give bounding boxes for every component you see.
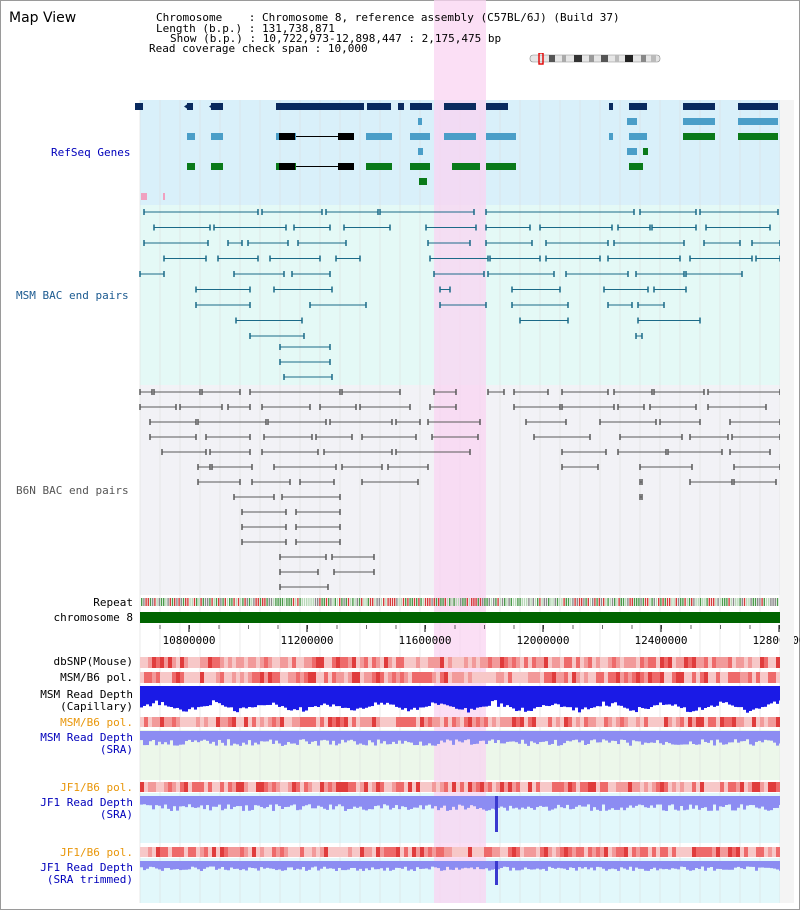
msm-b6-pol-label: MSM/B6 pol. [60,671,133,684]
jf1-b6-pol-heat [140,782,780,792]
gene-arrow-icon [184,103,189,110]
refseq-transcript [629,103,647,110]
length-value: 131,738,871 [261,22,335,35]
dbsnp-label: dbSNP(Mouse) [53,655,133,668]
axis-tick-label: 12400000 [635,634,688,647]
chromosome-ideogram[interactable] [529,53,662,65]
gene-feature [338,163,354,170]
refseq-transcript [486,133,516,140]
jf1-b6-pol-label: JF1/B6 pol. [60,781,133,794]
repeat-track[interactable] [141,598,779,606]
refseq-transcript [444,133,476,140]
refseq-transcript [187,163,195,170]
repeat-label: Repeat [93,596,133,609]
axis-tick-label: 10800000 [163,634,216,647]
gene-feature [643,148,648,155]
gene-feature [418,118,422,125]
coverage-info-label: Read coverage check span : 10,000 [149,42,368,55]
msm-b6-pol-heat [140,672,780,683]
chromosome-label: chromosome 8 [53,611,133,624]
b6n-bac-label[interactable]: B6N BAC end pairs [16,484,129,497]
gene-feature [683,118,715,125]
jf1-depth-trim-label: JF1 Read Depth [40,861,133,874]
gene-feature [738,118,778,125]
chromosome-bar[interactable] [140,612,780,623]
refseq-transcript [683,103,715,110]
msm-depth-sra-bars [140,731,782,746]
axis-tick-label: 12000000 [517,634,570,647]
gene-feature [279,163,295,170]
axis-tick-label: 11600000 [399,634,452,647]
show-info-label: Show (b.p.) : 10,722,973-12,898,447 : 2,… [170,32,502,45]
refseq-transcript [486,103,508,110]
right-scroll-edge[interactable] [780,100,794,903]
jf1-depth-sra-bars [140,796,782,832]
msm-b6-pol-sra-label: MSM/B6 pol. [60,716,133,729]
refseq-transcript [367,103,391,110]
gene-feature [418,148,423,155]
msm-b6-pol-sra-heat [140,717,780,727]
gene-feature [279,133,295,140]
refseq-transcript [444,103,476,110]
msm-depth-sra-label: MSM Read Depth [40,731,133,744]
gene-feature [419,178,427,185]
refseq-transcript [452,163,480,170]
dbsnp-heat [140,657,780,668]
read-depth-tracks[interactable] [140,686,782,885]
chromosome-value: Chromosome 8, reference assembly (C57BL/… [261,11,620,24]
refseq-transcript [609,133,613,140]
polymorphism-heat-tracks[interactable] [140,657,780,857]
ideogram-position-marker[interactable] [538,53,544,65]
show-range-value: 10,722,973-12,898,447 : 2,175,475 bp [262,32,502,45]
msm-bac-track[interactable] [139,209,781,380]
refseq-transcript [211,133,223,140]
gene-feature [338,133,354,140]
gene-feature [141,193,147,200]
length-info-label: Length (b.p.) : 131,738,871 [156,22,335,35]
jf1-depth-sra-sub-label: (SRA) [99,808,133,821]
gene-arrow-icon [209,103,214,110]
refseq-genes-label[interactable]: RefSeq Genes [51,146,131,159]
refseq-transcript [211,163,223,170]
refseq-transcript [398,103,404,110]
refseq-transcript [211,103,223,110]
refseq-transcript [366,133,392,140]
b6n-bac-track[interactable] [139,389,781,590]
msm-depth-capillary-label: MSM Read Depth [40,688,133,701]
gene-feature [738,133,778,140]
refseq-transcript [410,103,432,110]
gene-feature [683,133,715,140]
coverage-value: 10,000 [327,42,368,55]
msm-depth-capillary-sub-label: (Capillary) [60,700,133,713]
gene-feature [627,118,637,125]
refseq-transcript [276,103,364,110]
refseq-transcript [629,163,643,170]
axis-tick-label: 11200000 [281,634,334,647]
refseq-transcript [366,163,392,170]
position-axis: 10800000 11200000 11600000 12000000 12400000… [159,625,800,647]
refseq-transcript [629,133,647,140]
gene-feature [163,193,165,200]
msm-depth-sra-sub-label: (SRA) [99,743,133,756]
refseq-transcript [187,133,195,140]
refseq-transcript [486,163,516,170]
jf1-b6-pol-trim-label: JF1/B6 pol. [60,846,133,859]
msm-bac-label[interactable]: MSM BAC end pairs [16,289,129,302]
jf1-depth-sra-label: JF1 Read Depth [40,796,133,809]
refseq-transcript [410,163,430,170]
jf1-depth-trim-sub-label: (SRA trimmed) [46,873,133,886]
refseq-transcript [187,103,193,110]
gene-feature [627,148,637,155]
refseq-transcript [410,133,430,140]
refseq-genes-track[interactable] [135,103,778,200]
refseq-transcript [738,103,778,110]
chromosome-info-label: Chromosome : Chromosome 8, reference ass… [156,11,620,24]
refseq-transcript [135,103,143,110]
jf1-b6-pol-trim-heat [140,847,780,857]
msm-depth-capillary-bars [140,686,782,713]
page-title: Map View [9,10,77,26]
refseq-transcript [609,103,613,110]
